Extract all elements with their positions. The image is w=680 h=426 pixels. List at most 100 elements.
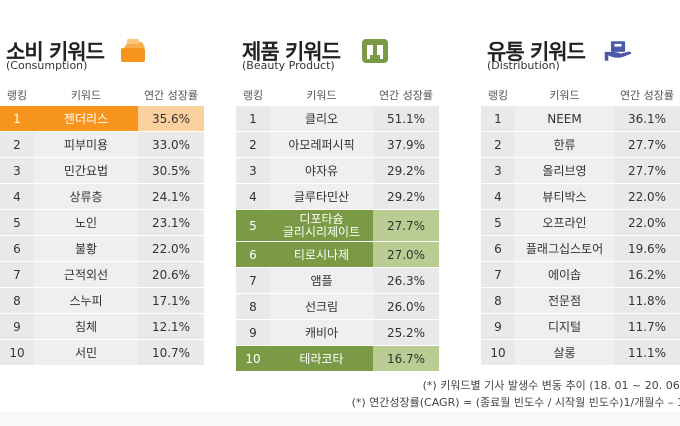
rank-cell: 5 bbox=[236, 210, 270, 241]
header-growth: 연간 성장률 bbox=[378, 89, 434, 102]
growth-cell: 27.0% bbox=[373, 242, 439, 267]
blue-hand-box-icon bbox=[604, 41, 632, 61]
product-header: 랭킹 키워드 연간 성장률 bbox=[236, 84, 439, 106]
growth-cell: 27.7% bbox=[373, 210, 439, 241]
rank-cell: 1 bbox=[0, 106, 34, 131]
green-product-icon bbox=[362, 39, 388, 63]
growth-cell: 29.2% bbox=[373, 184, 439, 209]
keyword-cell: 한류 bbox=[515, 132, 614, 157]
distribution-title: 유통 키워드 bbox=[487, 40, 586, 64]
table-row: 9 디지털 11.7% bbox=[481, 314, 680, 340]
keyword-cell: 아모레퍼시픽 bbox=[270, 132, 373, 157]
product-subtitle: (Beauty Product) bbox=[242, 59, 335, 72]
keyword-cell: 디포타슘 글리시리제이트 bbox=[270, 210, 373, 241]
rank-cell: 6 bbox=[481, 236, 515, 261]
keyword-cell: 스누피 bbox=[34, 288, 138, 313]
keyword-cell: 불황 bbox=[34, 236, 138, 261]
rank-cell: 4 bbox=[0, 184, 34, 209]
keyword-cell: 앰플 bbox=[270, 268, 373, 293]
keyword-cell: NEEM bbox=[515, 106, 614, 131]
table-row: 4 상류층 24.1% bbox=[0, 184, 204, 210]
growth-cell: 16.7% bbox=[373, 346, 439, 371]
distribution-rows: 1 NEEM 36.1% 2 한류 27.7% 3 올리브영 27.7% 4 뷰티박스 22.0% 5 오… bbox=[481, 106, 680, 366]
growth-cell: 22.0% bbox=[138, 236, 204, 261]
keyword-cell: 침체 bbox=[34, 314, 138, 339]
rank-cell: 5 bbox=[0, 210, 34, 235]
rank-cell: 2 bbox=[0, 132, 34, 157]
growth-cell: 22.0% bbox=[614, 210, 680, 235]
footnote-cagr: (*) 연간성장률(CAGR) = (종료월 빈도수 / 시작월 빈도수)1/개… bbox=[351, 396, 680, 409]
header-keyword: 키워드 bbox=[549, 89, 580, 102]
keyword-cell: 에이솝 bbox=[515, 262, 614, 287]
rank-cell: 2 bbox=[236, 132, 270, 157]
growth-cell: 12.1% bbox=[138, 314, 204, 339]
growth-cell: 26.0% bbox=[373, 294, 439, 319]
rank-cell: 6 bbox=[236, 242, 270, 267]
rank-cell: 8 bbox=[236, 294, 270, 319]
growth-cell: 24.1% bbox=[138, 184, 204, 209]
keyword-cell: 서민 bbox=[34, 340, 138, 365]
consumption-rows: 1 젠더리스 35.6% 2 피부미용 33.0% 3 민간요법 30.5% 4 상류층 24.1% 5… bbox=[0, 106, 204, 366]
rank-cell: 1 bbox=[481, 106, 515, 131]
growth-cell: 11.1% bbox=[614, 340, 680, 365]
rank-cell: 7 bbox=[481, 262, 515, 287]
rank-cell: 3 bbox=[481, 158, 515, 183]
rank-cell: 4 bbox=[481, 184, 515, 209]
table-row: 6 티로시나제 27.0% bbox=[236, 242, 439, 268]
table-row: 9 침체 12.1% bbox=[0, 314, 204, 340]
rank-cell: 10 bbox=[481, 340, 515, 365]
header-rank: 랭킹 bbox=[6, 89, 28, 102]
table-row: 2 한류 27.7% bbox=[481, 132, 680, 158]
keyword-cell: 전문점 bbox=[515, 288, 614, 313]
table-row: 7 근적외선 20.6% bbox=[0, 262, 204, 288]
growth-cell: 22.0% bbox=[614, 184, 680, 209]
header-keyword: 키워드 bbox=[306, 89, 337, 102]
consumption-subtitle: (Consumption) bbox=[6, 59, 88, 72]
bottom-strip bbox=[0, 412, 680, 426]
rank-cell: 4 bbox=[236, 184, 270, 209]
product-rows: 1 클리오 51.1% 2 아모레퍼시픽 37.9% 3 야자유 29.2% 4 글루타민산 29.2… bbox=[236, 106, 439, 372]
growth-cell: 19.6% bbox=[614, 236, 680, 261]
keyword-cell: 올리브영 bbox=[515, 158, 614, 183]
table-row: 5 오프라인 22.0% bbox=[481, 210, 680, 236]
keyword-cell: 야자유 bbox=[270, 158, 373, 183]
table-row: 6 플래그십스토어 19.6% bbox=[481, 236, 680, 262]
table-row: 2 피부미용 33.0% bbox=[0, 132, 204, 158]
rank-cell: 10 bbox=[0, 340, 34, 365]
growth-cell: 17.1% bbox=[138, 288, 204, 313]
consumption-header: 랭킹 키워드 연간 성장률 bbox=[0, 84, 204, 106]
growth-cell: 10.7% bbox=[138, 340, 204, 365]
keyword-cell: 글루타민산 bbox=[270, 184, 373, 209]
keyword-cell: 피부미용 bbox=[34, 132, 138, 157]
growth-cell: 30.5% bbox=[138, 158, 204, 183]
header-growth: 연간 성장률 bbox=[143, 89, 199, 102]
rank-cell: 8 bbox=[481, 288, 515, 313]
rank-cell: 3 bbox=[236, 158, 270, 183]
rank-cell: 10 bbox=[236, 346, 270, 371]
table-row: 4 글루타민산 29.2% bbox=[236, 184, 439, 210]
table-row: 4 뷰티박스 22.0% bbox=[481, 184, 680, 210]
table-row: 10 서민 10.7% bbox=[0, 340, 204, 366]
keyword-cell: 테라코타 bbox=[270, 346, 373, 371]
footnote-period: (*) 키워드별 기사 발생수 변동 추이 (18. 01 ~ 20. 06) bbox=[422, 379, 680, 392]
header-growth: 연간 성장률 bbox=[619, 89, 675, 102]
growth-cell: 51.1% bbox=[373, 106, 439, 131]
product-title: 제품 키워드 bbox=[242, 40, 341, 64]
rank-cell: 7 bbox=[236, 268, 270, 293]
table-row: 3 야자유 29.2% bbox=[236, 158, 439, 184]
keyword-cell: 노인 bbox=[34, 210, 138, 235]
distribution-subtitle: (Distribution) bbox=[487, 59, 560, 72]
growth-cell: 11.7% bbox=[614, 314, 680, 339]
growth-cell: 27.7% bbox=[614, 132, 680, 157]
keyword-cell: 플래그십스토어 bbox=[515, 236, 614, 261]
keyword-cell: 오프라인 bbox=[515, 210, 614, 235]
rank-cell: 9 bbox=[0, 314, 34, 339]
table-row: 2 아모레퍼시픽 37.9% bbox=[236, 132, 439, 158]
growth-cell: 37.9% bbox=[373, 132, 439, 157]
growth-cell: 11.8% bbox=[614, 288, 680, 313]
table-row: 3 올리브영 27.7% bbox=[481, 158, 680, 184]
keyword-cell: 상류층 bbox=[34, 184, 138, 209]
rank-cell: 9 bbox=[481, 314, 515, 339]
growth-cell: 36.1% bbox=[614, 106, 680, 131]
table-row: 6 불황 22.0% bbox=[0, 236, 204, 262]
